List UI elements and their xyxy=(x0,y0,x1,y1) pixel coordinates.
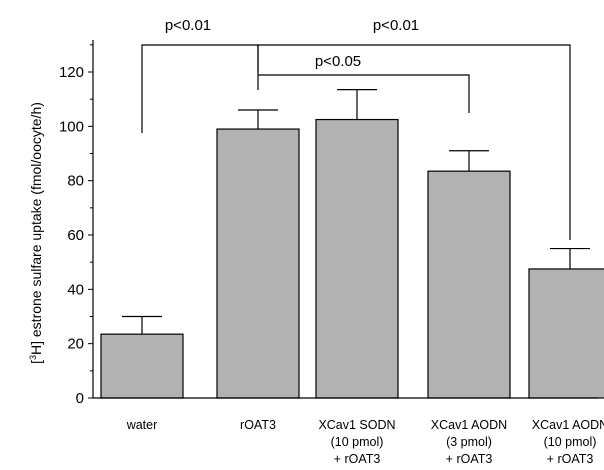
category-label-5-line-1: XCav1 AODN xyxy=(532,418,604,432)
significance-bracket-2 xyxy=(257,44,571,240)
significance-label-3: p<0.05 xyxy=(315,53,361,70)
y-tick-label-120: 120 xyxy=(59,64,84,81)
y-axis-label: [3H] estrone sulfare uptake (fmol/oocyte… xyxy=(28,102,44,364)
category-label-5-line-2: (10 pmol) xyxy=(544,435,597,449)
category-label-1-line-1: water xyxy=(126,418,158,432)
y-axis-label-suffix: H] estrone sulfare uptake (fmol/oocyte/h… xyxy=(28,102,44,355)
y-tick-label-60: 60 xyxy=(67,227,84,244)
category-label-3-line-1: XCav1 SODN xyxy=(318,418,395,432)
bar-1 xyxy=(100,333,184,399)
category-label-2-line-1: rOAT3 xyxy=(240,418,276,432)
bars xyxy=(100,89,604,399)
y-tick-label-0: 0 xyxy=(76,390,84,407)
significance-bracket-3 xyxy=(257,74,470,113)
y-axis-label-superscript: 3 xyxy=(28,355,38,360)
y-axis: 0 20 40 60 80 100 120 xyxy=(59,40,598,407)
bar-4 xyxy=(427,170,511,399)
category-label-4-line-3: + rOAT3 xyxy=(446,452,493,466)
significance-bracket-1 xyxy=(141,44,259,133)
y-tick-label-40: 40 xyxy=(67,281,84,298)
bar-5 xyxy=(528,268,604,399)
bar-3 xyxy=(315,118,399,399)
significance-label-2: p<0.01 xyxy=(373,17,419,34)
y-tick-label-100: 100 xyxy=(59,118,84,135)
category-label-3-line-2: (10 pmol) xyxy=(331,435,384,449)
bar-2 xyxy=(216,128,300,399)
significance-label-1: p<0.01 xyxy=(165,17,211,34)
category-label-4-line-1: XCav1 AODN xyxy=(431,418,507,432)
category-label-5-line-3: + rOAT3 xyxy=(547,452,594,466)
y-tick-label-20: 20 xyxy=(67,336,84,353)
category-label-3-line-3: + rOAT3 xyxy=(334,452,381,466)
significance-brackets: p<0.01 p<0.01 p<0.05 xyxy=(141,17,571,240)
category-label-4-line-2: (3 pmol) xyxy=(446,435,492,449)
y-tick-label-80: 80 xyxy=(67,173,84,190)
category-labels: water rOAT3 XCav1 SODN (10 pmol) + rOAT3 XCav… xyxy=(126,418,604,466)
y-axis-label-prefix: [ xyxy=(28,360,44,364)
